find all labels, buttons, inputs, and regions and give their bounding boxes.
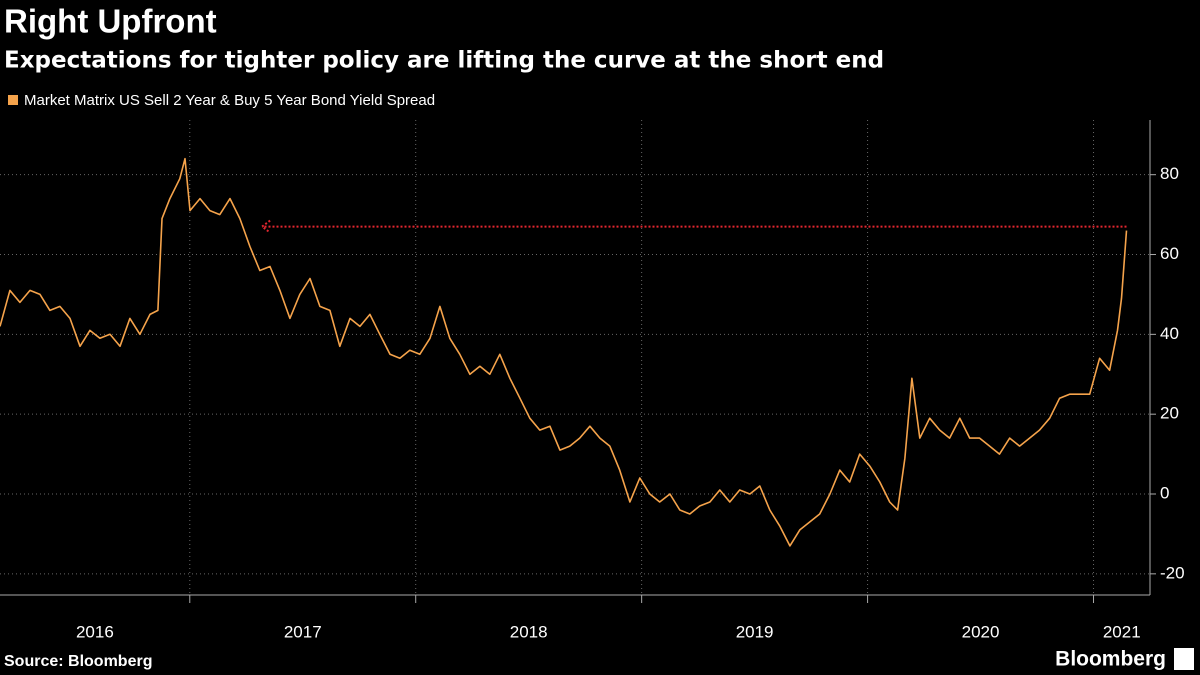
y-tick-label: 20 xyxy=(1160,404,1179,423)
brand: Bloomberg xyxy=(1055,648,1166,671)
x-tick-label: 2016 xyxy=(76,622,114,641)
annotation-arrow xyxy=(260,219,1127,234)
chart-subtitle: Expectations for tighter policy are lift… xyxy=(4,48,884,74)
x-tick-label: 2020 xyxy=(962,622,1000,641)
x-tick-label: 2018 xyxy=(510,622,548,641)
y-tick-label: -20 xyxy=(1160,563,1185,582)
x-tick-label: 2021 xyxy=(1103,622,1141,641)
series-line xyxy=(0,157,1128,547)
legend-label: Market Matrix US Sell 2 Year & Buy 5 Yea… xyxy=(24,92,435,109)
y-tick-label: 80 xyxy=(1160,164,1179,183)
source: Source: Bloomberg xyxy=(4,653,152,670)
y-tick-label: 40 xyxy=(1160,324,1179,343)
x-tick-label: 2019 xyxy=(736,622,774,641)
legend-swatch xyxy=(8,95,18,105)
brand-icon xyxy=(1174,648,1194,670)
chart-title: Right Upfront xyxy=(4,3,217,40)
x-tick-label: 2017 xyxy=(284,622,322,641)
y-tick-label: 60 xyxy=(1160,244,1179,263)
y-tick-label: 0 xyxy=(1160,483,1169,502)
